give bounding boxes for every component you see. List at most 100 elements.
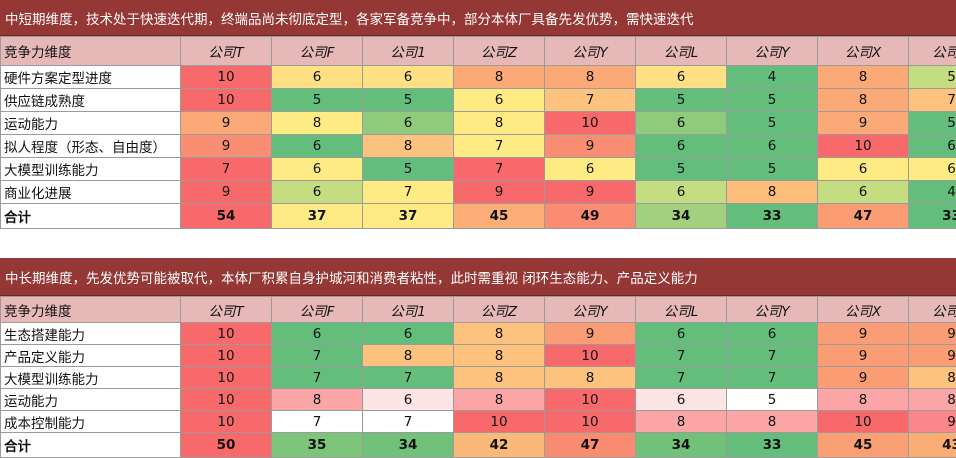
score-cell: 6: [363, 389, 454, 411]
total-score-cell: 45: [454, 204, 545, 229]
score-cell: 8: [454, 345, 545, 367]
total-score-cell: 34: [363, 433, 454, 458]
header-company: 公司X: [818, 297, 909, 323]
score-cell: 7: [363, 367, 454, 389]
score-cell: 10: [181, 66, 272, 89]
score-cell: 8: [909, 389, 956, 411]
score-cell: 10: [545, 112, 636, 135]
section-gap: [0, 229, 956, 258]
total-score-cell: 43: [909, 433, 956, 458]
score-cell: 7: [181, 158, 272, 181]
score-cell: 8: [454, 112, 545, 135]
total-score-cell: 50: [181, 433, 272, 458]
score-cell: 8: [545, 367, 636, 389]
total-label: 合计: [1, 204, 181, 229]
score-cell: 9: [818, 323, 909, 345]
score-cell: 5: [727, 89, 818, 112]
header-company: 公司1: [363, 37, 454, 66]
score-cell: 9: [545, 181, 636, 204]
header-company: 公司M: [909, 37, 956, 66]
score-cell: 8: [454, 389, 545, 411]
score-cell: 7: [363, 181, 454, 204]
score-cell: 5: [727, 158, 818, 181]
total-score-cell: 37: [272, 204, 363, 229]
header-company: 公司Z: [454, 297, 545, 323]
score-cell: 7: [272, 367, 363, 389]
score-cell: 6: [454, 89, 545, 112]
dimension-label: 硬件方案定型进度: [1, 66, 181, 89]
score-cell: 8: [545, 66, 636, 89]
score-cell: 5: [363, 89, 454, 112]
score-cell: 5: [272, 89, 363, 112]
score-cell: 10: [545, 345, 636, 367]
score-cell: 8: [363, 345, 454, 367]
score-cell: 10: [181, 367, 272, 389]
score-cell: 6: [636, 135, 727, 158]
score-cell: 7: [272, 345, 363, 367]
score-cell: 9: [909, 345, 956, 367]
score-cell: 6: [909, 158, 956, 181]
table-header-row: 竞争力维度 公司T 公司F 公司1 公司Z 公司Y 公司L 公司Y 公司X 公司…: [1, 37, 956, 66]
section-title-short-term: 中短期维度，技术处于快速迭代期，终端品尚未彻底定型，各家军备竞争中，部分本体厂具…: [0, 0, 956, 36]
total-score-cell: 45: [818, 433, 909, 458]
score-cell: 6: [272, 66, 363, 89]
score-cell: 6: [545, 158, 636, 181]
score-cell: 10: [818, 135, 909, 158]
score-cell: 8: [636, 411, 727, 433]
score-cell: 9: [545, 323, 636, 345]
total-score-cell: 34: [636, 433, 727, 458]
score-cell: 9: [909, 323, 956, 345]
score-cell: 6: [909, 135, 956, 158]
score-cell: 7: [545, 89, 636, 112]
dimension-label: 商业化进展: [1, 181, 181, 204]
score-cell: 5: [363, 158, 454, 181]
total-row: 合计543737454934334733: [1, 204, 956, 229]
score-cell: 4: [727, 66, 818, 89]
header-company: 公司X: [818, 37, 909, 66]
score-cell: 9: [818, 345, 909, 367]
score-cell: 9: [545, 135, 636, 158]
score-cell: 8: [727, 181, 818, 204]
score-cell: 5: [727, 112, 818, 135]
total-score-cell: 35: [272, 433, 363, 458]
score-cell: 5: [636, 89, 727, 112]
dimension-label: 大模型训练能力: [1, 158, 181, 181]
section-1-title: 中短期维度，技术处于快速迭代期，终端品尚未彻底定型，各家军备竞争中，部分本体厂具…: [5, 8, 694, 28]
competitiveness-table-short-term: 竞争力维度 公司T 公司F 公司1 公司Z 公司Y 公司L 公司Y 公司X 公司…: [0, 36, 956, 229]
header-company: 公司Y: [727, 37, 818, 66]
score-cell: 7: [272, 411, 363, 433]
score-cell: 9: [818, 112, 909, 135]
score-cell: 8: [454, 66, 545, 89]
score-cell: 8: [818, 66, 909, 89]
dimension-label: 拟人程度（形态、自由度）: [1, 135, 181, 158]
score-cell: 6: [636, 181, 727, 204]
total-label: 合计: [1, 433, 181, 458]
header-company: 公司F: [272, 297, 363, 323]
score-cell: 9: [181, 135, 272, 158]
header-company: 公司1: [363, 297, 454, 323]
score-cell: 8: [818, 89, 909, 112]
total-score-cell: 33: [909, 204, 956, 229]
section-title-long-term: 中长期维度，先发优势可能被取代，本体厂积累自身护城河和消费者粘性，此时需重视 闭…: [0, 258, 956, 296]
score-cell: 10: [454, 411, 545, 433]
section-2-title: 中长期维度，先发优势可能被取代，本体厂积累自身护城河和消费者粘性，此时需重视 闭…: [5, 267, 698, 287]
score-cell: 10: [818, 411, 909, 433]
score-cell: 7: [727, 367, 818, 389]
score-cell: 6: [272, 135, 363, 158]
page: 中短期维度，技术处于快速迭代期，终端品尚未彻底定型，各家军备竞争中，部分本体厂具…: [0, 0, 956, 445]
score-cell: 6: [636, 66, 727, 89]
dimension-label: 大模型训练能力: [1, 367, 181, 389]
score-cell: 7: [636, 367, 727, 389]
score-cell: 9: [181, 112, 272, 135]
header-company: 公司Z: [454, 37, 545, 66]
total-score-cell: 33: [727, 204, 818, 229]
score-cell: 6: [818, 181, 909, 204]
score-cell: 5: [909, 66, 956, 89]
